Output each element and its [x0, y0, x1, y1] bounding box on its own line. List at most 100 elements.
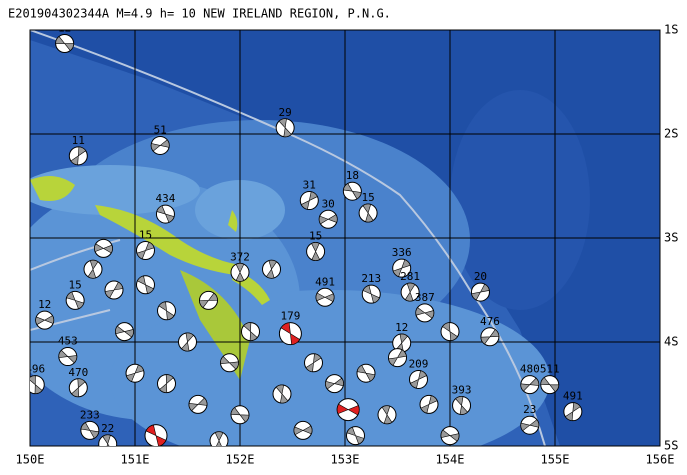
- focal-mechanism: [65, 290, 85, 310]
- depth-label: 233: [80, 408, 100, 421]
- compression: [275, 384, 289, 404]
- focal-mechanism: [440, 322, 460, 342]
- compression: [181, 332, 194, 352]
- depth-label: 23: [523, 403, 536, 416]
- depth-label: 12: [395, 321, 408, 334]
- focal-mechanism: [346, 426, 365, 446]
- compression: [480, 329, 500, 345]
- focal-mechanism: [30, 375, 45, 395]
- compression: [409, 370, 428, 389]
- depth-label: 29: [279, 106, 292, 119]
- compression: [80, 422, 100, 439]
- lat-label: 2S: [664, 127, 678, 141]
- focal-mechanism: [440, 426, 460, 446]
- compression: [442, 322, 458, 341]
- compression: [55, 36, 74, 51]
- compression: [230, 407, 250, 423]
- focal-mechanism: [220, 353, 239, 373]
- focal-mechanism: [199, 290, 218, 310]
- compression: [214, 431, 224, 446]
- focal-mechanism: [262, 259, 281, 279]
- focal-mechanism: [155, 204, 175, 224]
- focal-mechanism: [275, 118, 295, 138]
- compression: [318, 214, 338, 225]
- compression: [35, 315, 54, 326]
- compression: [235, 263, 245, 282]
- depth-label: 491: [315, 275, 335, 288]
- focal-mechanism: [68, 146, 88, 166]
- focal-mechanism: [299, 191, 319, 211]
- focal-mechanism: [98, 434, 118, 446]
- focal-mechanism: [409, 369, 428, 389]
- focal-mechanism: [230, 405, 250, 425]
- lon-label: 154E: [436, 453, 465, 467]
- depth-label: 393: [452, 383, 472, 396]
- focal-mechanism: [55, 34, 75, 54]
- focal-mechanism: [68, 378, 88, 398]
- focal-mechanism: [520, 375, 540, 395]
- compression: [362, 285, 380, 304]
- depth-label: 18: [346, 169, 359, 182]
- compression: [540, 377, 560, 393]
- depth-label: 491: [563, 390, 583, 403]
- compression: [94, 243, 113, 254]
- depth-label: 15: [139, 228, 152, 241]
- focal-mechanism: [358, 203, 378, 223]
- focal-mechanism: [563, 402, 583, 422]
- focal-mechanism: [115, 322, 134, 342]
- compression: [66, 291, 85, 310]
- compression: [70, 146, 87, 166]
- compression: [158, 301, 175, 321]
- compression: [150, 139, 170, 152]
- tick-labels: 150E 151E 152E 153E 154E 155E 156E 1S 2S 3S 4S 5S: [16, 23, 679, 467]
- compression: [311, 242, 321, 261]
- compression: [280, 322, 301, 345]
- compression: [336, 403, 360, 416]
- focal-mechanism: [336, 398, 360, 422]
- focal-mechanism: [241, 322, 260, 342]
- compression: [520, 419, 540, 432]
- focal-mechanism: [125, 363, 145, 383]
- focal-mechanism: [83, 259, 103, 279]
- compression: [415, 307, 435, 319]
- compression: [392, 259, 411, 278]
- lat-label: 1S: [664, 23, 678, 37]
- compression: [343, 183, 362, 200]
- focal-mechanism: [209, 431, 229, 446]
- lat-label: 5S: [664, 439, 678, 453]
- depth-label: 496: [25, 363, 45, 376]
- depth-label: 470: [68, 366, 88, 379]
- depth-label: 12: [58, 22, 71, 35]
- focal-mechanism: [480, 327, 500, 347]
- depth-label: 31: [303, 179, 316, 192]
- compression: [293, 425, 313, 436]
- compression: [564, 402, 581, 421]
- compression: [471, 283, 490, 301]
- depth-label: 372: [230, 250, 250, 263]
- compression: [156, 205, 175, 223]
- compression: [356, 364, 376, 382]
- focal-mechanism: [230, 262, 250, 282]
- focal-mechanism: [188, 394, 208, 414]
- compression: [58, 349, 78, 364]
- focal-mechanism: [58, 347, 78, 367]
- depth-label: 15: [309, 230, 322, 243]
- compression: [455, 396, 468, 415]
- compression: [243, 322, 258, 341]
- compression: [325, 377, 344, 390]
- focal-mechanism: [419, 394, 439, 414]
- compression: [520, 377, 540, 392]
- compression: [145, 424, 167, 446]
- focal-mechanism: [400, 282, 420, 302]
- focal-mechanism: [392, 258, 412, 278]
- lon-label: 150E: [16, 453, 45, 467]
- focal-mechanism: [104, 280, 124, 300]
- focal-mechanism: [178, 332, 197, 352]
- depth-label: 15: [69, 278, 82, 291]
- depth-label: 281: [400, 270, 420, 283]
- depth-label: 336: [392, 246, 412, 259]
- lon-label: 155E: [541, 453, 570, 467]
- focal-mechanism: [361, 284, 381, 304]
- focal-mechanism: [520, 415, 540, 435]
